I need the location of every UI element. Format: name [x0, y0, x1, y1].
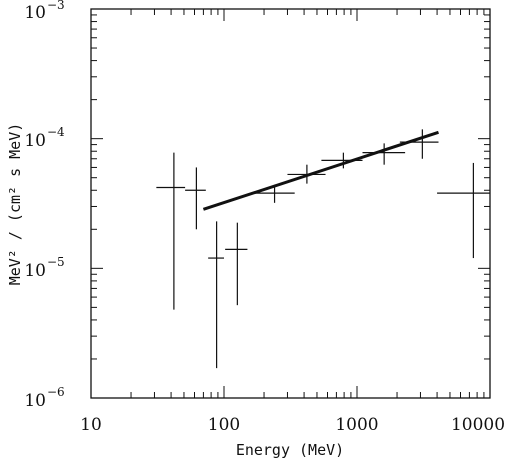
data-points: [156, 129, 490, 369]
axis-ticks: [90, 9, 490, 399]
x-tick-label-10: 10: [80, 415, 102, 435]
fit-line-group: [202, 130, 439, 211]
y-tick-exp-1e-3: −3: [47, 0, 65, 12]
y-tick-label-1e-4: 10: [24, 131, 46, 151]
plot-frame: [90, 8, 491, 399]
data-point-7: [362, 143, 406, 165]
x-axis-label: Energy (MeV): [236, 441, 344, 459]
y-tick-exp-1e-5: −5: [47, 255, 65, 269]
x-tick-label-100: 100: [208, 415, 240, 435]
data-point-4: [254, 184, 295, 203]
fit-line: [202, 130, 439, 211]
y-axis-label: MeV² / (cm² s MeV): [6, 123, 24, 286]
y-tick-exp-1e-4: −4: [47, 125, 65, 139]
data-point-0: [156, 152, 186, 310]
x-tick-label-10000: 10000: [451, 415, 505, 435]
y-tick-label-1e-5: 10: [24, 261, 46, 281]
y-tick-exp-1e-6: −6: [47, 385, 65, 399]
data-point-2: [208, 221, 224, 369]
data-point-3: [225, 222, 248, 306]
x-tick-label-1000: 1000: [335, 415, 378, 435]
y-tick-label-1e-6: 10: [24, 391, 46, 411]
y-tick-label-1e-3: 10: [24, 3, 46, 23]
data-point-9: [437, 162, 490, 259]
data-point-1: [185, 167, 206, 230]
